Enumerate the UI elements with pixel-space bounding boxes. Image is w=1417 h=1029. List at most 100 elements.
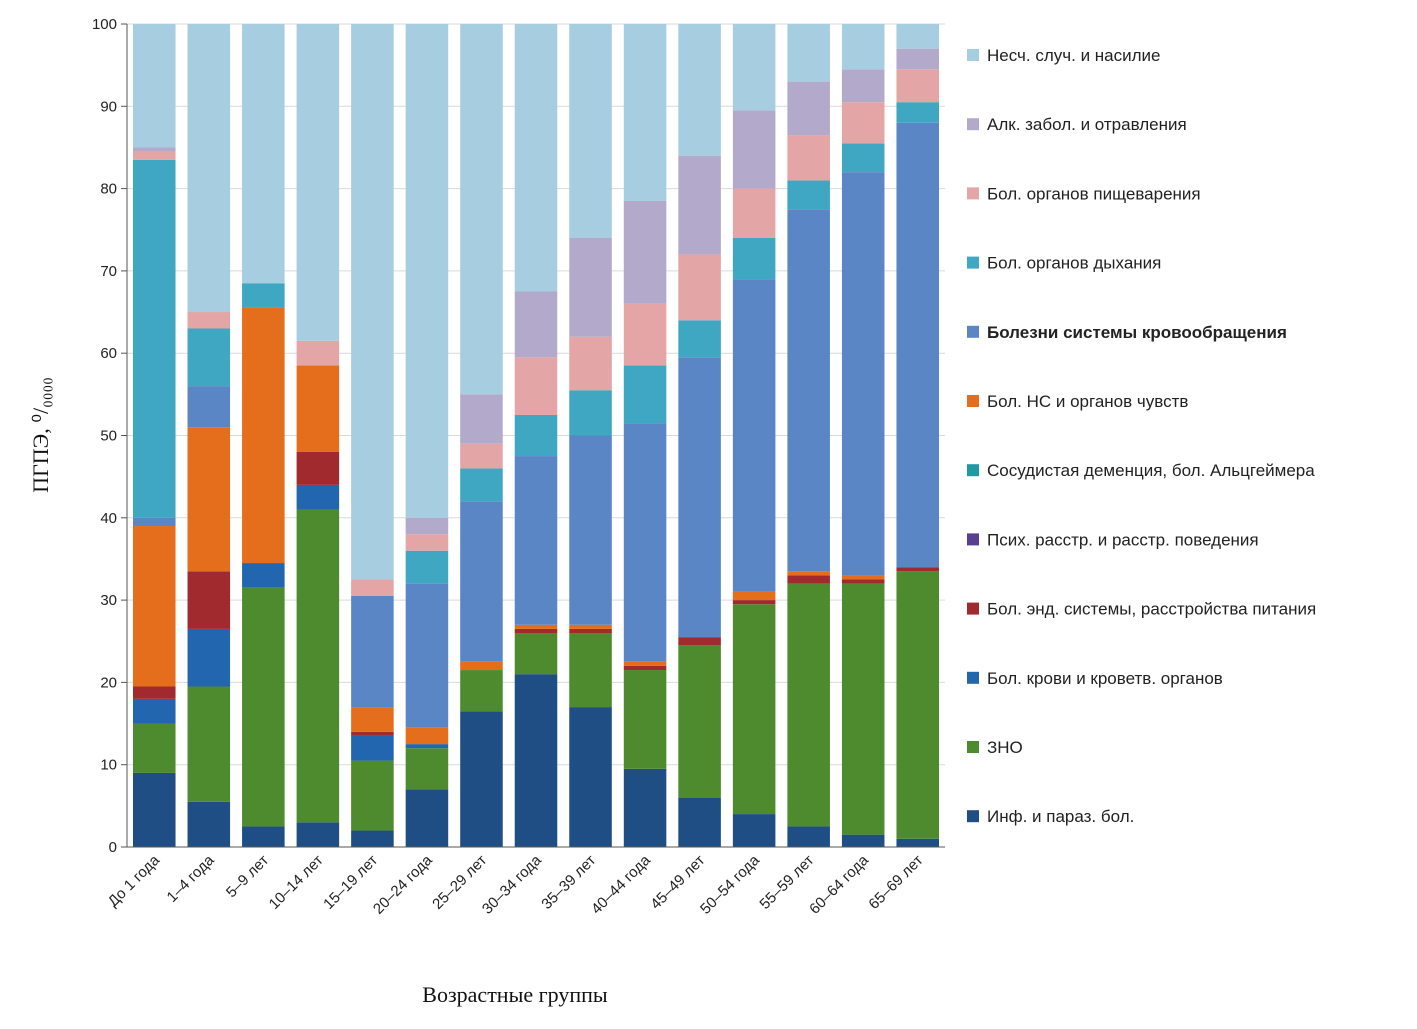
x-tick-label: 50–54 года <box>697 851 763 917</box>
bar-stack <box>187 24 231 847</box>
legend-item: ЗНО <box>967 738 1023 757</box>
bar-segment <box>460 394 503 444</box>
bar-segment <box>787 575 830 584</box>
bar-segment <box>841 172 885 576</box>
bar-segment <box>296 24 340 341</box>
bar-stack <box>351 24 394 847</box>
legend-swatch <box>967 602 979 615</box>
bar-stack <box>296 24 340 847</box>
bar-segment <box>569 390 612 436</box>
bar-segment <box>678 254 721 321</box>
bar-segment <box>623 661 667 666</box>
legend-item: Бол. энд. системы, расстройства питания <box>967 600 1316 619</box>
bar-segment <box>514 357 558 415</box>
legend-swatch <box>967 395 979 407</box>
bar-segment <box>896 48 940 70</box>
bar-segment <box>351 830 394 847</box>
bar-segment <box>732 188 776 238</box>
bar-segment <box>242 283 285 308</box>
bar-segment <box>841 69 885 103</box>
y-tick-label: 30 <box>100 592 117 609</box>
legend-item: Псих. расстр. и расстр. поведения <box>967 530 1259 549</box>
x-tick-label: 1–4 года <box>164 851 219 906</box>
bar-segment <box>732 24 776 111</box>
y-tick-label: 80 <box>100 181 117 198</box>
bar-segment <box>623 670 667 769</box>
bar-segment <box>623 423 667 662</box>
bar-segment <box>187 801 231 847</box>
legend-swatch <box>967 741 979 753</box>
bar-segment <box>351 760 394 831</box>
bar-segment <box>405 24 449 518</box>
legend-label: ЗНО <box>987 738 1023 757</box>
bar-stack <box>841 24 885 847</box>
legend-swatch <box>967 464 979 477</box>
x-tick-label: 30–34 года <box>479 851 545 917</box>
bar-segment <box>841 834 885 847</box>
bar-segment <box>132 151 176 160</box>
bar-segment <box>296 365 340 452</box>
legend-label: Сосудистая деменция, бол. Альцгеймера <box>987 461 1315 480</box>
bar-segment <box>787 583 830 827</box>
legend-swatch <box>967 671 979 684</box>
legend-item: Инф. и параз. бол. <box>967 807 1134 826</box>
bar-segment <box>569 24 612 238</box>
bar-segment <box>351 24 394 580</box>
bar-segment <box>187 686 231 802</box>
bar-stack <box>242 24 285 847</box>
bar-segment <box>296 451 340 485</box>
bar-segment <box>732 604 776 815</box>
bar-segment <box>514 628 558 634</box>
bar-segment <box>896 102 940 123</box>
bar-segment <box>460 468 503 502</box>
bar-segment <box>351 731 394 736</box>
bar-segment <box>623 200 667 304</box>
legend-label: Несч. случ. и насилие <box>987 46 1161 65</box>
bar-stack <box>623 24 667 847</box>
bar-stack <box>569 24 612 847</box>
legend-item: Алк. забол. и отравления <box>967 115 1187 134</box>
bar-segment <box>405 517 449 535</box>
x-tick-label: 40–44 года <box>588 851 654 917</box>
bar-segment <box>405 583 449 728</box>
bar-segment <box>623 303 667 366</box>
bar-segment <box>405 550 449 584</box>
bar-segment <box>841 579 885 584</box>
bar-segment <box>405 727 449 745</box>
bar-segment <box>678 797 721 847</box>
y-tick-label: 0 <box>109 839 117 856</box>
bars <box>132 24 940 847</box>
bar-segment <box>678 24 721 156</box>
bar-segment <box>787 571 830 576</box>
bar-segment <box>841 24 885 70</box>
legend-label: Алк. забол. и отравления <box>987 115 1187 134</box>
bar-segment <box>296 822 340 847</box>
legend-swatch <box>967 256 979 269</box>
bar-segment <box>896 838 940 847</box>
bar-segment <box>405 789 449 847</box>
bar-segment <box>841 143 885 173</box>
bar-segment <box>896 69 940 103</box>
bar-segment <box>678 637 721 646</box>
legend-label: Бол. НС и органов чувств <box>987 392 1188 411</box>
x-axis-title: Возрастные группы <box>422 982 608 1007</box>
legend-item: Бол. крови и кроветв. органов <box>967 669 1223 688</box>
bar-segment <box>514 24 558 292</box>
bar-segment <box>514 414 558 457</box>
bar-segment <box>132 159 176 518</box>
bar-segment <box>187 312 231 329</box>
bar-segment <box>514 456 558 625</box>
bar-segment <box>514 633 558 675</box>
y-tick-label: 20 <box>100 674 117 691</box>
x-tick-label: 10–14 лет <box>266 852 327 913</box>
bar-segment <box>187 386 231 428</box>
bar-segment <box>787 81 830 136</box>
bar-stack <box>896 24 940 847</box>
bar-segment <box>896 122 940 568</box>
legend-swatch <box>967 49 979 61</box>
y-tick-label: 70 <box>100 263 117 280</box>
bar-segment <box>405 748 449 790</box>
bar-segment <box>896 571 940 839</box>
bar-segment <box>132 517 176 527</box>
